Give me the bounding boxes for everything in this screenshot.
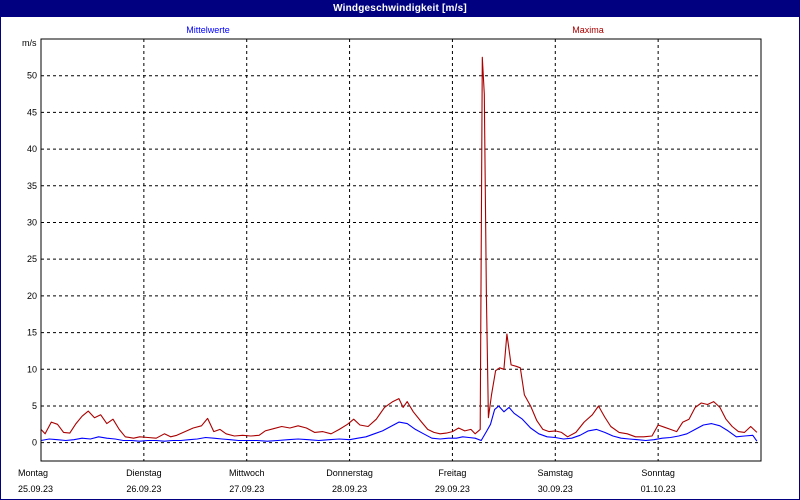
wind-speed-chart: m/s 0 5 10 15 20 25 30 35 40 45 50 Montag 25.09.23 D… [18,25,762,494]
y-tick-label: 30 [27,217,37,227]
y-tick-label: 15 [27,328,37,338]
legend-mittelwerte: Mittelwerte [186,25,230,35]
chart-grid [41,39,761,461]
y-tick-label: 25 [27,254,37,264]
y-tick-label: 45 [27,107,37,117]
chart-panel: m/s 0 5 10 15 20 25 30 35 40 45 50 Montag 25.09.23 D… [1,17,799,499]
x-tick-date: 25.09.23 [18,484,53,494]
x-tick-date: 27.09.23 [229,484,264,494]
x-tick-day: Donnerstag [326,468,373,478]
y-axis-unit-label: m/s [22,38,37,48]
y-tick-label: 40 [27,144,37,154]
x-tick-day: Montag [18,468,48,478]
y-axis: m/s 0 5 10 15 20 25 30 35 40 45 50 [22,38,37,448]
x-tick-date: 28.09.23 [332,484,367,494]
y-tick-label: 50 [27,71,37,81]
x-tick-day: Freitag [438,468,466,478]
series-line-mittelwerte [40,405,758,442]
x-axis: Montag 25.09.23 Dienstag 26.09.23 Mittwoch 27… [18,468,676,494]
y-tick-label: 20 [27,291,37,301]
x-tick-date: 01.10.23 [641,484,676,494]
legend: Mittelwerte Maxima [186,25,604,35]
x-tick-date: 30.09.23 [538,484,573,494]
x-tick-date: 26.09.23 [126,484,161,494]
x-tick-date: 29.09.23 [435,484,470,494]
x-tick-day: Sonntag [641,468,675,478]
series-line-maxima [40,56,758,439]
x-tick-day: Mittwoch [229,468,265,478]
y-tick-label: 5 [32,401,37,411]
legend-maxima: Maxima [572,25,604,35]
y-tick-label: 0 [32,438,37,448]
plot-frame [40,38,762,462]
window-title: Windgeschwindigkeit [m/s] [333,3,467,14]
series-lines [40,56,758,442]
x-tick-day: Samstag [538,468,574,478]
x-tick-day: Dienstag [126,468,162,478]
y-tick-label: 35 [27,181,37,191]
y-tick-label: 10 [27,364,37,374]
